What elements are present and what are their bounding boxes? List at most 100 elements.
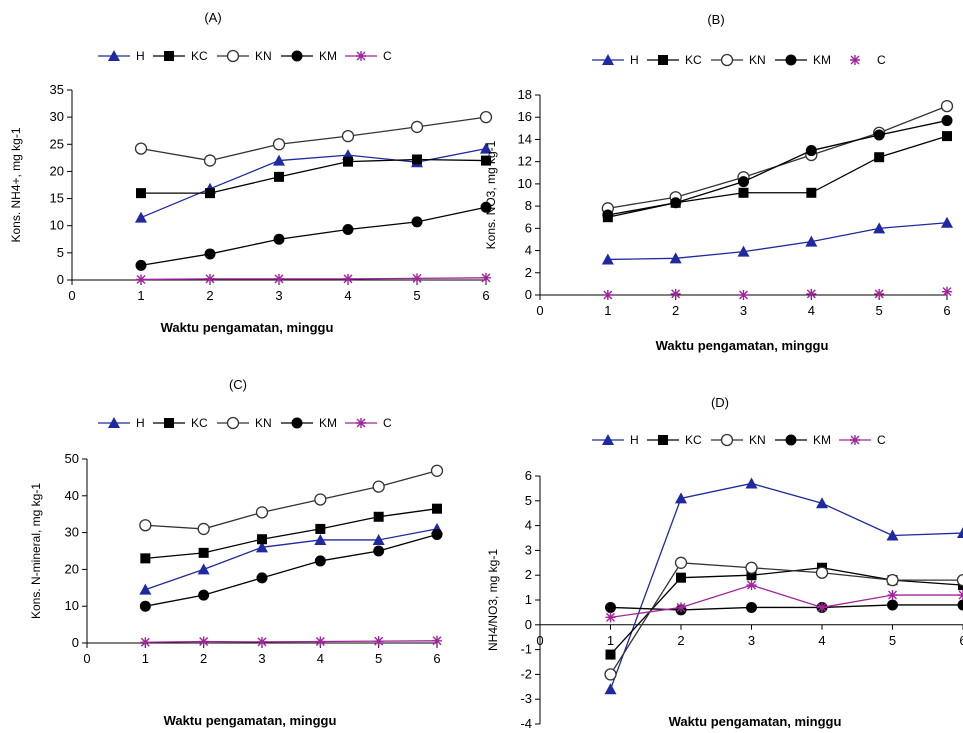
y-tick-label: 4 bbox=[525, 243, 532, 258]
y-tick-label: 20 bbox=[50, 163, 64, 178]
point-H-3 bbox=[737, 245, 750, 257]
point-C-4 bbox=[806, 288, 817, 299]
y-tick-label: 4 bbox=[525, 518, 532, 533]
x-tick-label: 1 bbox=[142, 651, 149, 666]
point-KN-2 bbox=[203, 154, 217, 167]
point-H-3 bbox=[745, 477, 758, 489]
point-KM-3 bbox=[746, 601, 757, 613]
series-line-KM bbox=[607, 119, 948, 216]
point-KM-2 bbox=[670, 197, 682, 209]
point-KN-3 bbox=[255, 506, 269, 519]
x-tick-label: 1 bbox=[604, 303, 611, 318]
point-C-4 bbox=[343, 273, 353, 284]
series-line-KN bbox=[145, 470, 438, 530]
y-tick-label: 2 bbox=[525, 567, 532, 582]
x-tick-label: 4 bbox=[317, 651, 324, 666]
series-line-C bbox=[140, 277, 487, 281]
legend-label-KM: KM bbox=[319, 49, 337, 63]
point-H-6 bbox=[957, 527, 963, 539]
y-tick-label: 10 bbox=[518, 176, 532, 191]
legend-marker-H bbox=[108, 417, 120, 428]
legend-marker-H bbox=[108, 50, 120, 61]
series-line-KN bbox=[140, 116, 487, 162]
point-KN-1 bbox=[139, 519, 152, 532]
x-tick-label: 5 bbox=[876, 303, 883, 318]
y-tick-label: 50 bbox=[65, 451, 79, 466]
point-C-3 bbox=[738, 290, 749, 300]
legend-label-H: H bbox=[136, 49, 145, 63]
point-H-1 bbox=[601, 253, 614, 265]
y-tick-label: 30 bbox=[50, 109, 64, 124]
point-C-6 bbox=[958, 590, 963, 601]
y-tick-label: 3 bbox=[525, 542, 532, 557]
point-H-1 bbox=[135, 211, 147, 223]
y-tick-label: 40 bbox=[65, 488, 79, 503]
point-H-3 bbox=[256, 541, 268, 553]
point-KM-5 bbox=[373, 545, 385, 557]
chart-title: (C) bbox=[229, 377, 247, 392]
point-KN-5 bbox=[886, 574, 899, 587]
legend-marker-H bbox=[602, 54, 614, 65]
legend-marker-KM bbox=[291, 50, 303, 62]
x-tick-label: 6 bbox=[433, 651, 440, 666]
y-tick-label: 5 bbox=[525, 493, 532, 508]
series-line-KM bbox=[610, 604, 963, 611]
point-KC-1 bbox=[136, 188, 146, 199]
legend-label-C: C bbox=[383, 416, 392, 430]
y-tick-label: 30 bbox=[65, 525, 79, 540]
point-C-5 bbox=[373, 636, 384, 647]
legend-label-H: H bbox=[630, 53, 639, 67]
legend-label-KC: KC bbox=[685, 53, 702, 67]
point-KM-6 bbox=[480, 201, 492, 213]
point-C-5 bbox=[887, 590, 898, 601]
point-KM-4 bbox=[805, 145, 817, 157]
legend-label-H: H bbox=[136, 416, 145, 430]
y-axis-label: Kons. NO3, mg kg-1 bbox=[484, 140, 498, 249]
y-axis-label: NH4/NO3, mg kg-1 bbox=[486, 549, 500, 651]
y-tick-label: 0 bbox=[525, 287, 532, 302]
x-axis-label: Waktu pengamatan, minggu bbox=[164, 713, 337, 728]
x-tick-label: 3 bbox=[748, 633, 755, 648]
x-tick-label: 6 bbox=[943, 303, 950, 318]
y-axis-label: Kons. NH4+, mg kg-1 bbox=[9, 127, 23, 242]
y-tick-label: -2 bbox=[520, 666, 532, 681]
legend-marker-KM bbox=[785, 54, 797, 66]
point-C-4 bbox=[315, 636, 326, 647]
legend-marker-C bbox=[850, 55, 860, 65]
legend-label-KM: KM bbox=[813, 433, 831, 447]
point-C-5 bbox=[412, 273, 422, 284]
series-line-H bbox=[607, 222, 948, 261]
legend-marker-KN bbox=[720, 53, 734, 67]
point-H-4 bbox=[805, 235, 818, 247]
legend-label-C: C bbox=[877, 53, 886, 67]
point-KC-3 bbox=[738, 187, 749, 198]
y-tick-label: 0 bbox=[525, 617, 532, 632]
x-tick-label: 3 bbox=[258, 651, 265, 666]
point-KC-2 bbox=[205, 188, 215, 199]
point-H-6 bbox=[941, 216, 953, 228]
legend-marker-KM bbox=[291, 417, 303, 429]
point-KM-5 bbox=[887, 599, 898, 611]
y-tick-label: 0 bbox=[72, 635, 79, 650]
point-KN-6 bbox=[430, 464, 444, 477]
y-tick-label: 16 bbox=[518, 109, 532, 124]
point-H-4 bbox=[816, 497, 828, 509]
legend-label-KN: KN bbox=[749, 433, 766, 447]
y-tick-label: 15 bbox=[50, 191, 64, 206]
point-KC-5 bbox=[874, 152, 885, 163]
point-C-2 bbox=[198, 636, 209, 647]
chart-panel-3: (D) H KC KN KM C -4 -3 -2 -1 0 1 2 3 4 5 6 0 1 2 3 4 5 6 Waktu p… bbox=[486, 395, 963, 731]
point-KC-3 bbox=[746, 570, 757, 581]
x-axis-label: Waktu pengamatan, minggu bbox=[656, 338, 829, 353]
y-tick-label: 8 bbox=[525, 198, 532, 213]
point-KN-4 bbox=[815, 566, 829, 579]
legend-marker-C bbox=[356, 51, 366, 61]
point-KM-1 bbox=[602, 209, 614, 221]
point-C-6 bbox=[432, 635, 442, 646]
point-KC-6 bbox=[481, 155, 491, 166]
legend-marker-KN bbox=[226, 49, 240, 63]
x-tick-label: 0 bbox=[536, 303, 543, 318]
point-KM-3 bbox=[256, 572, 268, 584]
